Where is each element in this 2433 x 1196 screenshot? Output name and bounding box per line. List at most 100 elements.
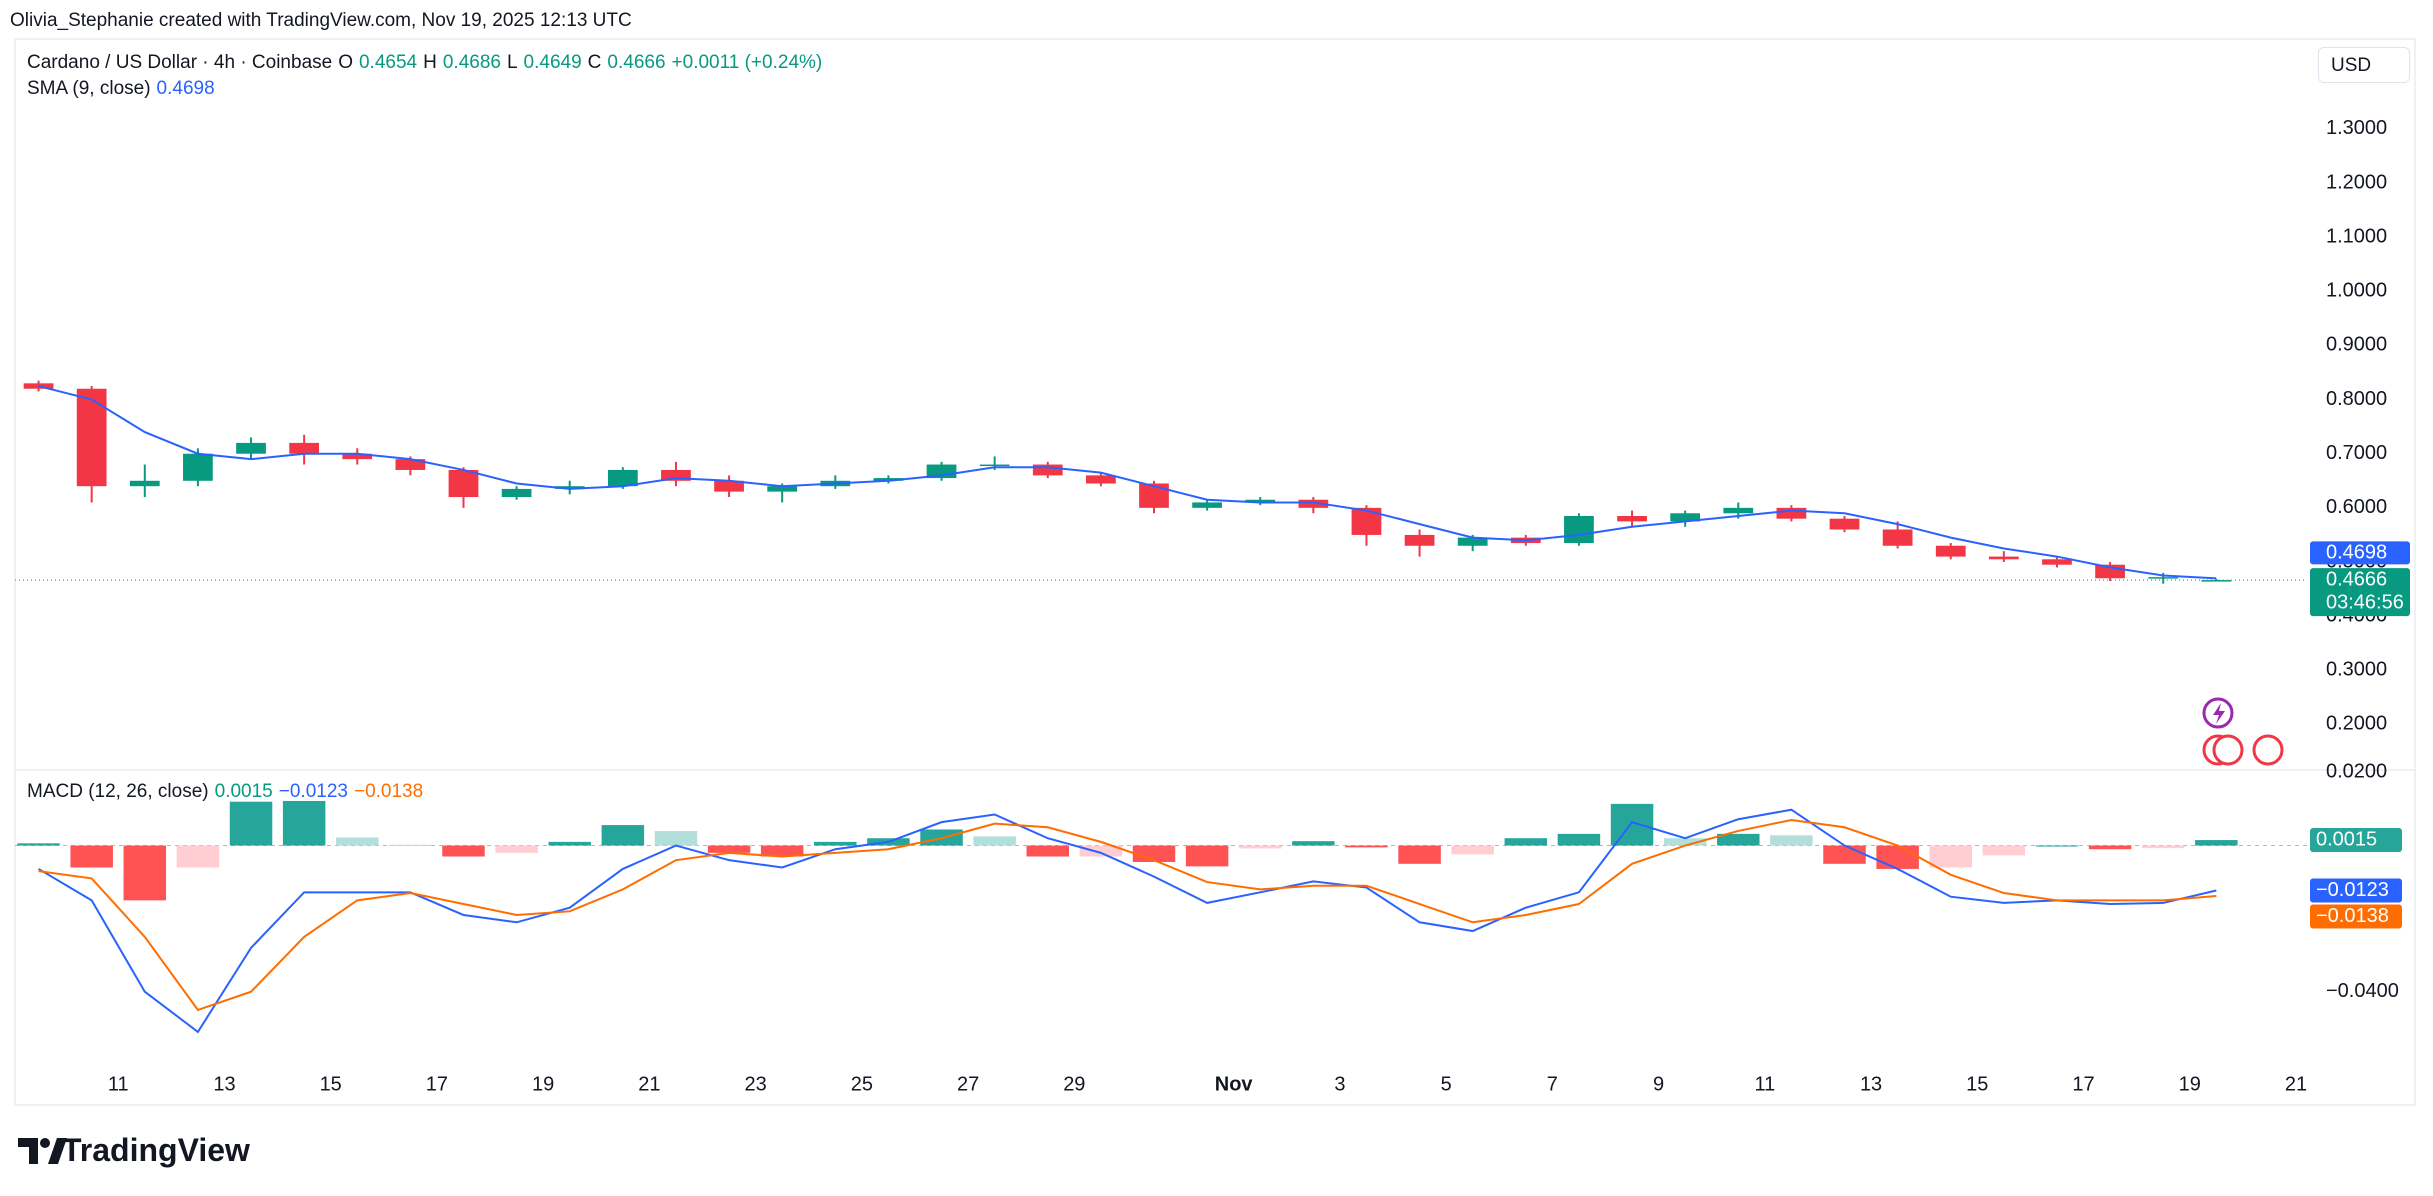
chart-frame xyxy=(14,38,2416,1106)
histogram-bar xyxy=(2088,845,2132,850)
sma-line xyxy=(38,385,2217,580)
candle-body xyxy=(1882,529,1913,546)
y-tick-label: 1.2000 xyxy=(2326,171,2387,193)
candle-body xyxy=(501,488,532,498)
x-tick-label: 13 xyxy=(1860,1073,1882,1095)
histogram-bar xyxy=(229,801,273,846)
quote-label: L xyxy=(506,52,518,73)
event-icons xyxy=(2202,697,2284,766)
histogram-bar xyxy=(654,830,698,846)
currency-button[interactable]: USD xyxy=(2318,47,2410,83)
candle-body xyxy=(289,442,320,454)
histogram-bar xyxy=(282,800,326,846)
histogram-bar xyxy=(1717,833,1760,846)
macd-line xyxy=(38,818,2217,1012)
y-tick-label: 0.8000 xyxy=(2326,388,2387,410)
candle-body xyxy=(1670,513,1701,522)
macd-badge xyxy=(2310,828,2402,853)
candle-body xyxy=(183,453,213,481)
macd-legend: MACD (12, 26, close) 0.0015 −0.0123 −0.013… xyxy=(27,781,423,803)
candle-body xyxy=(1457,537,1488,546)
candle-body xyxy=(1298,499,1329,508)
histogram-bar xyxy=(1929,845,1972,868)
histogram-bar xyxy=(1504,838,1548,846)
x-tick-label: 15 xyxy=(320,1073,342,1095)
x-tick-label: 13 xyxy=(213,1073,235,1095)
histogram-bar xyxy=(1451,845,1494,855)
histogram-bar xyxy=(336,837,379,846)
y-tick-label: 1.1000 xyxy=(2326,225,2387,247)
macd-badge xyxy=(2310,878,2402,903)
histogram-bar xyxy=(2035,845,2079,847)
y-tick-label: 0.3000 xyxy=(2326,659,2387,681)
candle-body xyxy=(607,469,638,487)
y-tick-label: 0.0200 xyxy=(2326,761,2387,783)
candle-body xyxy=(342,453,373,460)
candle-body xyxy=(236,442,266,454)
histogram-bar xyxy=(2141,845,2185,849)
macd-title: MACD (12, 26, close) xyxy=(27,781,209,802)
logo-shape xyxy=(18,1138,38,1164)
histogram-bar xyxy=(123,845,167,901)
histogram-bar xyxy=(1610,803,1654,846)
y-tick-label: 0.9000 xyxy=(2326,334,2387,356)
x-tick-label: 19 xyxy=(2179,1073,2201,1095)
histogram-bar xyxy=(1398,845,1441,864)
histogram-bar xyxy=(1770,835,1813,846)
logo-shape xyxy=(48,1138,67,1164)
x-tick-label: 7 xyxy=(1547,1073,1558,1095)
candle-body xyxy=(1192,502,1222,508)
macd-badge-label: −0.0138 xyxy=(2316,905,2389,927)
histogram-bar xyxy=(973,836,1016,846)
quote-value: 0.4649 xyxy=(523,52,582,73)
histogram-bar xyxy=(1345,845,1388,848)
candle-body xyxy=(129,480,160,487)
y-tick-label: 1.0000 xyxy=(2326,280,2387,302)
x-tick-label: 21 xyxy=(2285,1073,2307,1095)
candle-body xyxy=(873,478,904,481)
candle-body xyxy=(1351,507,1382,535)
signal-value: −0.0138 xyxy=(353,781,424,802)
macd-badge-label: 0.0015 xyxy=(2316,828,2377,850)
x-tick-label: Nov xyxy=(1215,1073,1254,1095)
quote-value: 0.4654 xyxy=(358,52,418,73)
histogram-bar xyxy=(1876,845,1919,869)
candle-body xyxy=(1404,534,1435,546)
histogram-bar xyxy=(1238,845,1282,849)
histogram-bar xyxy=(760,845,804,857)
price-badge-label: 0.4666 xyxy=(2326,568,2387,590)
histogram-bar xyxy=(601,825,645,846)
price-legend: Cardano / US Dollar · 4h · Coinbase O 0.4… xyxy=(27,52,822,74)
candle-body xyxy=(1935,545,1966,557)
x-tick-label: 25 xyxy=(851,1073,873,1095)
histogram-bar xyxy=(389,844,432,846)
x-tick-label: 27 xyxy=(957,1073,979,1095)
event-icon[interactable] xyxy=(2212,734,2244,766)
symbol-title: Cardano / US Dollar · 4h · Coinbase xyxy=(27,52,333,73)
histogram-bar xyxy=(1079,845,1123,857)
histogram-bar xyxy=(1557,833,1601,846)
event-icon[interactable] xyxy=(2252,734,2284,766)
histogram-bar xyxy=(176,845,220,868)
histogram-bar xyxy=(1663,838,1707,846)
x-tick-label: 3 xyxy=(1334,1073,1345,1095)
histogram-bar xyxy=(70,845,113,868)
macd-line xyxy=(38,808,2217,1034)
histogram-bar xyxy=(1185,845,1229,867)
histogram-bar xyxy=(1823,845,1866,864)
candle-body xyxy=(2148,577,2179,579)
event-icon-bolt xyxy=(2213,703,2225,724)
sma-badge-label: 0.4698 xyxy=(2326,542,2387,564)
quote-label: H xyxy=(423,52,437,73)
candle-body xyxy=(1086,475,1116,484)
x-tick-label: 17 xyxy=(2072,1073,2094,1095)
candle-body xyxy=(1245,499,1276,503)
x-tick-label: 29 xyxy=(1063,1073,1085,1095)
histogram-bar xyxy=(707,845,751,853)
sma-name: SMA (9, close) xyxy=(27,78,151,99)
quote-label: O xyxy=(338,52,353,73)
candle-body xyxy=(1032,464,1063,476)
macd-badge xyxy=(2310,904,2402,929)
macd-badge-label: −0.0123 xyxy=(2316,879,2389,901)
